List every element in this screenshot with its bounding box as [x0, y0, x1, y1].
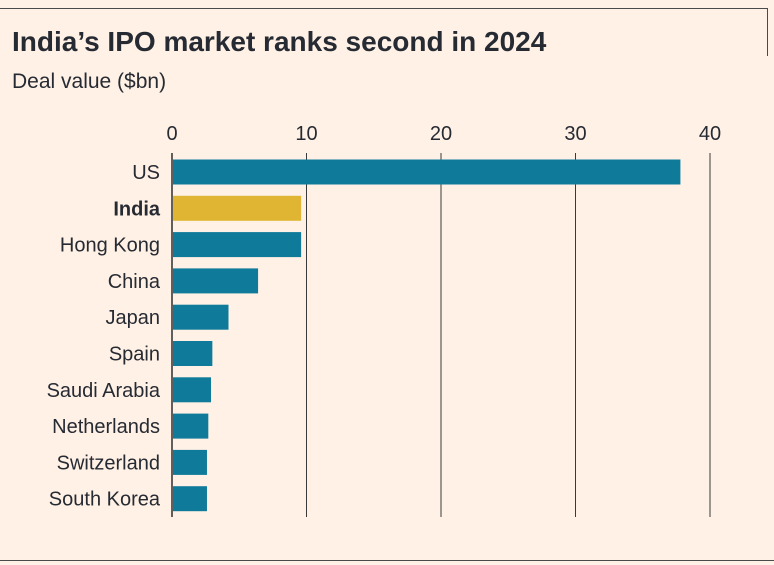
bar-south-korea	[173, 486, 207, 512]
x-tick-label: 20	[430, 123, 452, 145]
category-label: Hong Kong	[60, 235, 160, 257]
bar-india	[173, 195, 302, 221]
category-label: Spain	[109, 344, 160, 366]
chart-subtitle: Deal value ($bn)	[12, 70, 167, 93]
frame-right-rule	[767, 8, 768, 56]
bar-hong-kong	[173, 232, 302, 258]
bar-spain	[173, 341, 213, 366]
bar-japan	[173, 304, 229, 330]
category-label: Switzerland	[57, 452, 160, 474]
category-label: US	[132, 162, 160, 184]
x-tick-label: 0	[166, 123, 177, 145]
category-label: India	[113, 198, 161, 220]
category-label: China	[108, 271, 161, 293]
frame-bottom-rule	[0, 560, 774, 561]
category-label: Netherlands	[52, 416, 160, 438]
bar-china	[173, 268, 259, 294]
x-tick-label: 30	[564, 123, 586, 145]
bar-netherlands	[173, 413, 209, 439]
bar-switzerland	[173, 449, 207, 475]
bar-us	[173, 159, 681, 185]
x-tick-label: 40	[699, 123, 721, 145]
x-tick-label: 10	[295, 123, 317, 145]
bar-saudi-arabia	[173, 377, 212, 403]
frame-top-rule	[0, 8, 768, 9]
chart-title: India’s IPO market ranks second in 2024	[12, 26, 547, 57]
category-label: South Korea	[49, 489, 161, 511]
category-label: Japan	[106, 307, 161, 329]
category-label: Saudi Arabia	[47, 380, 161, 402]
